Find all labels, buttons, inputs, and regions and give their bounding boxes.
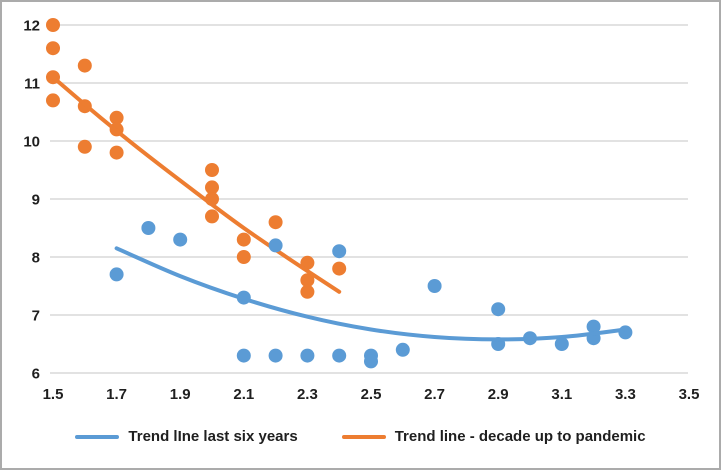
x-tick-label-2.5: 2.5 xyxy=(361,386,382,403)
data-point-decade-pandemic xyxy=(109,110,124,125)
y-tick-label-9: 9 xyxy=(32,192,40,209)
x-tick-label-3.3: 3.3 xyxy=(615,386,636,403)
data-point-last-six-years xyxy=(332,244,347,259)
data-point-decade-pandemic xyxy=(236,250,251,264)
y-tick-label-11: 11 xyxy=(24,76,40,93)
x-tick-label-3.5: 3.5 xyxy=(679,386,700,403)
chart-legend: Trend lIne last six years Trend line - d… xyxy=(2,428,719,445)
data-point-last-six-years xyxy=(554,337,569,351)
x-tick-label-2.9: 2.9 xyxy=(488,386,509,403)
data-point-decade-pandemic xyxy=(300,273,315,288)
legend-label-last-six-years: Trend lIne last six years xyxy=(128,428,298,445)
data-point-decade-pandemic xyxy=(77,139,92,154)
x-tick-label-1.7: 1.7 xyxy=(106,386,127,403)
x-tick-label-1.5: 1.5 xyxy=(43,386,64,403)
scatter-plot: 6 7 8 9 10 11 12 1.5 1.7 1.9 2.1 2.3 2.5 2.7 2.9 3.1 3.3… xyxy=(23,18,700,404)
x-tick-label-1.9: 1.9 xyxy=(170,386,191,403)
data-point-decade-pandemic xyxy=(268,215,283,230)
data-point-last-six-years xyxy=(364,354,378,369)
data-point-last-six-years xyxy=(109,267,124,282)
legend-item-decade-pandemic: Trend line - decade up to pandemic xyxy=(341,428,646,445)
data-point-last-six-years xyxy=(268,238,283,253)
trend-line-last-six-years xyxy=(114,246,628,342)
data-point-decade-pandemic xyxy=(332,261,347,276)
y-tick-label-12: 12 xyxy=(23,18,40,35)
data-point-last-six-years xyxy=(236,348,251,363)
data-point-decade-pandemic xyxy=(205,163,219,177)
trend-line-decade-pandemic xyxy=(51,75,342,294)
data-point-last-six-years xyxy=(332,348,347,363)
y-tick-label-7: 7 xyxy=(32,308,40,325)
data-point-decade-pandemic xyxy=(77,58,92,73)
y-tick-label-10: 10 xyxy=(23,134,40,151)
data-point-decade-pandemic xyxy=(205,209,219,224)
y-tick-label-6: 6 xyxy=(32,366,40,383)
data-point-last-six-years xyxy=(618,325,633,340)
data-point-decade-pandemic xyxy=(46,93,60,108)
data-point-last-six-years xyxy=(173,232,188,247)
legend-line-swatch-blue xyxy=(75,434,120,439)
data-point-decade-pandemic xyxy=(109,145,124,160)
x-tick-label-2.7: 2.7 xyxy=(424,386,445,403)
data-point-last-six-years xyxy=(395,342,410,357)
data-point-decade-pandemic xyxy=(236,232,251,247)
data-point-last-six-years xyxy=(268,348,283,363)
x-tick-label-2.1: 2.1 xyxy=(233,386,254,403)
legend-item-last-six-years: Trend lIne last six years xyxy=(75,428,298,445)
data-point-decade-pandemic xyxy=(46,41,60,56)
data-point-decade-pandemic xyxy=(205,180,219,195)
y-tick-label-8: 8 xyxy=(32,250,40,267)
data-point-last-six-years xyxy=(141,221,156,235)
legend-label-decade-pandemic: Trend line - decade up to pandemic xyxy=(394,428,646,445)
x-tick-label-3.1: 3.1 xyxy=(551,386,572,403)
data-point-decade-pandemic xyxy=(300,284,315,299)
data-point-last-six-years xyxy=(586,319,601,334)
x-tick-label-2.3: 2.3 xyxy=(297,386,318,403)
data-point-last-six-years xyxy=(300,348,315,363)
data-point-last-six-years xyxy=(491,302,506,317)
legend-line-swatch-orange xyxy=(341,434,386,439)
data-point-decade-pandemic xyxy=(46,18,60,32)
data-point-last-six-years xyxy=(427,279,442,293)
